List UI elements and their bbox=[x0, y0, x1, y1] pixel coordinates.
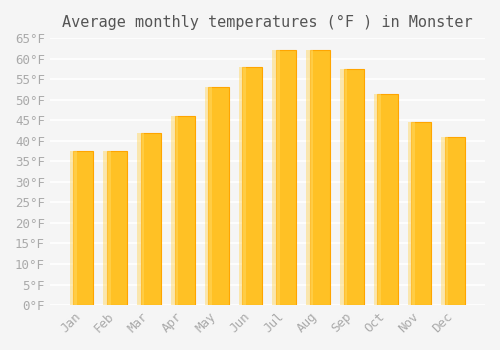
Bar bbox=[242, 67, 262, 305]
Bar bbox=[205, 88, 212, 305]
Bar bbox=[70, 151, 76, 305]
Bar bbox=[442, 137, 448, 305]
Bar bbox=[73, 151, 94, 305]
Bar bbox=[107, 151, 128, 305]
Bar bbox=[238, 67, 246, 305]
Bar bbox=[171, 116, 178, 305]
Title: Average monthly temperatures (°F ) in Monster: Average monthly temperatures (°F ) in Mo… bbox=[62, 15, 472, 30]
Bar bbox=[310, 50, 330, 305]
Bar bbox=[272, 50, 280, 305]
Bar bbox=[411, 122, 432, 305]
Bar bbox=[374, 93, 381, 305]
Bar bbox=[445, 137, 465, 305]
Bar bbox=[344, 69, 364, 305]
Bar bbox=[306, 50, 314, 305]
Bar bbox=[340, 69, 347, 305]
Bar bbox=[208, 88, 229, 305]
Bar bbox=[408, 122, 414, 305]
Bar bbox=[141, 133, 161, 305]
Bar bbox=[137, 133, 144, 305]
Bar bbox=[276, 50, 296, 305]
Bar bbox=[174, 116, 195, 305]
Bar bbox=[378, 93, 398, 305]
Bar bbox=[104, 151, 110, 305]
